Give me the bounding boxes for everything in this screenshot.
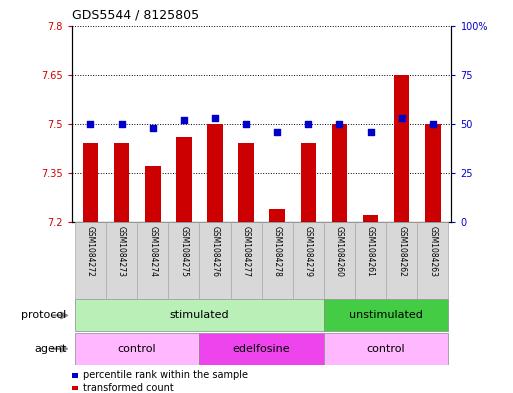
- Bar: [114, 143, 129, 222]
- Bar: [200, 222, 230, 299]
- Text: GSM1084260: GSM1084260: [335, 226, 344, 277]
- Bar: [331, 124, 347, 222]
- Point: [211, 115, 219, 121]
- Text: unstimulated: unstimulated: [349, 310, 423, 320]
- Point: [429, 121, 437, 127]
- Bar: [262, 222, 293, 299]
- Bar: [417, 222, 448, 299]
- Point: [273, 129, 281, 135]
- Bar: [239, 143, 254, 222]
- Text: GSM1084278: GSM1084278: [273, 226, 282, 277]
- Text: GSM1084275: GSM1084275: [180, 226, 188, 277]
- Point: [180, 117, 188, 123]
- Text: GSM1084279: GSM1084279: [304, 226, 313, 277]
- Text: GSM1084277: GSM1084277: [242, 226, 250, 277]
- Bar: [293, 222, 324, 299]
- Point: [242, 121, 250, 127]
- Text: GSM1084274: GSM1084274: [148, 226, 157, 277]
- Point: [366, 129, 374, 135]
- Bar: [425, 124, 441, 222]
- Point: [398, 115, 406, 121]
- Bar: [200, 333, 324, 365]
- Text: stimulated: stimulated: [170, 310, 229, 320]
- Bar: [230, 222, 262, 299]
- Text: agent: agent: [34, 344, 67, 354]
- Text: transformed count: transformed count: [83, 383, 174, 393]
- Point: [304, 121, 312, 127]
- Text: GDS5544 / 8125805: GDS5544 / 8125805: [72, 9, 199, 22]
- Text: GSM1084273: GSM1084273: [117, 226, 126, 277]
- Text: percentile rank within the sample: percentile rank within the sample: [83, 370, 248, 380]
- Point: [117, 121, 126, 127]
- Text: GSM1084263: GSM1084263: [428, 226, 437, 277]
- Bar: [324, 333, 448, 365]
- Bar: [176, 137, 192, 222]
- Point: [149, 125, 157, 131]
- Text: GSM1084261: GSM1084261: [366, 226, 375, 277]
- Point: [336, 121, 344, 127]
- Text: GSM1084276: GSM1084276: [210, 226, 220, 277]
- Bar: [301, 143, 316, 222]
- Bar: [168, 222, 200, 299]
- Bar: [145, 166, 161, 222]
- Text: control: control: [118, 344, 156, 354]
- Bar: [75, 222, 106, 299]
- Text: protocol: protocol: [22, 310, 67, 320]
- Bar: [394, 75, 409, 222]
- Bar: [75, 333, 200, 365]
- Text: GSM1084272: GSM1084272: [86, 226, 95, 277]
- Bar: [324, 299, 448, 331]
- Text: control: control: [367, 344, 405, 354]
- Text: edelfosine: edelfosine: [233, 344, 290, 354]
- Bar: [207, 124, 223, 222]
- Bar: [386, 222, 417, 299]
- Bar: [83, 143, 98, 222]
- Point: [86, 121, 94, 127]
- Bar: [75, 299, 324, 331]
- Bar: [324, 222, 355, 299]
- Bar: [269, 209, 285, 222]
- Text: GSM1084262: GSM1084262: [397, 226, 406, 277]
- Bar: [355, 222, 386, 299]
- Bar: [363, 215, 378, 222]
- Bar: [137, 222, 168, 299]
- Bar: [106, 222, 137, 299]
